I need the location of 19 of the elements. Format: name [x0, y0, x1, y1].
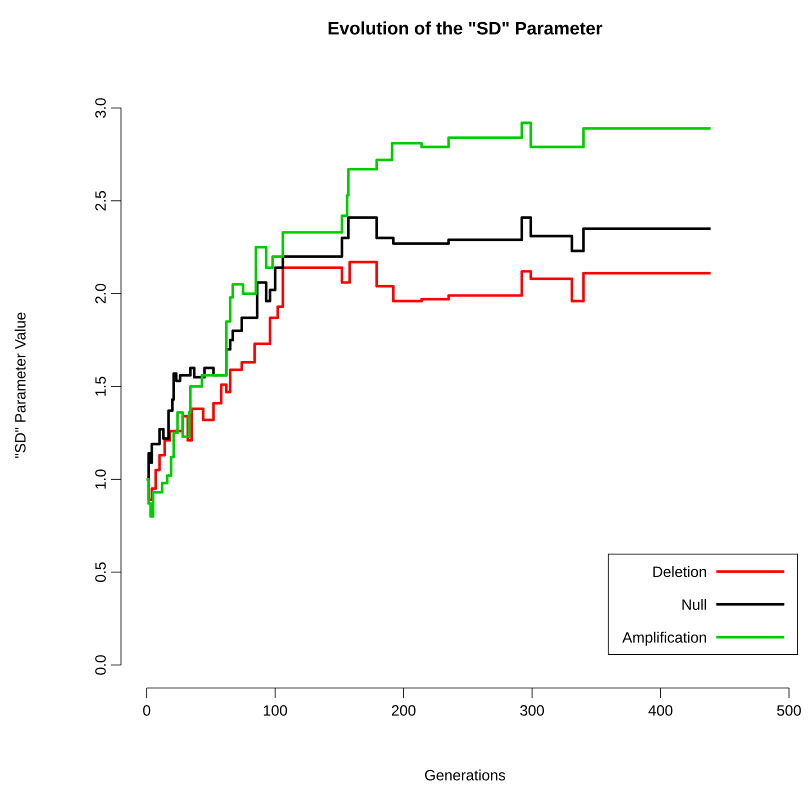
- x-tick-label: 500: [777, 705, 801, 716]
- legend-label: Amplification: [622, 632, 706, 646]
- x-tick-label: 0: [143, 705, 150, 716]
- y-tick-label: 3.0: [95, 98, 106, 118]
- y-tick-label: 2.5: [95, 191, 106, 210]
- y-tick-label: 1.0: [95, 470, 106, 489]
- x-tick-label: 200: [392, 705, 416, 716]
- legend-label: Null: [682, 598, 706, 610]
- x-tick-label: 400: [648, 705, 672, 716]
- y-tick-label: 0.5: [95, 562, 106, 582]
- x-tick-label: 300: [520, 705, 544, 716]
- x-axis-title: Generations: [425, 770, 506, 780]
- y-tick-label: 2.0: [95, 284, 106, 304]
- chart-title: Evolution of the "SD" Parameter: [328, 21, 602, 35]
- y-tick-label: 1.5: [95, 376, 106, 396]
- y-axis-title: "SD" Parameter Value: [14, 312, 26, 458]
- x-tick-label: 100: [264, 705, 288, 716]
- y-tick-label: 0.0: [95, 655, 106, 675]
- legend-label: Deletion: [653, 566, 706, 578]
